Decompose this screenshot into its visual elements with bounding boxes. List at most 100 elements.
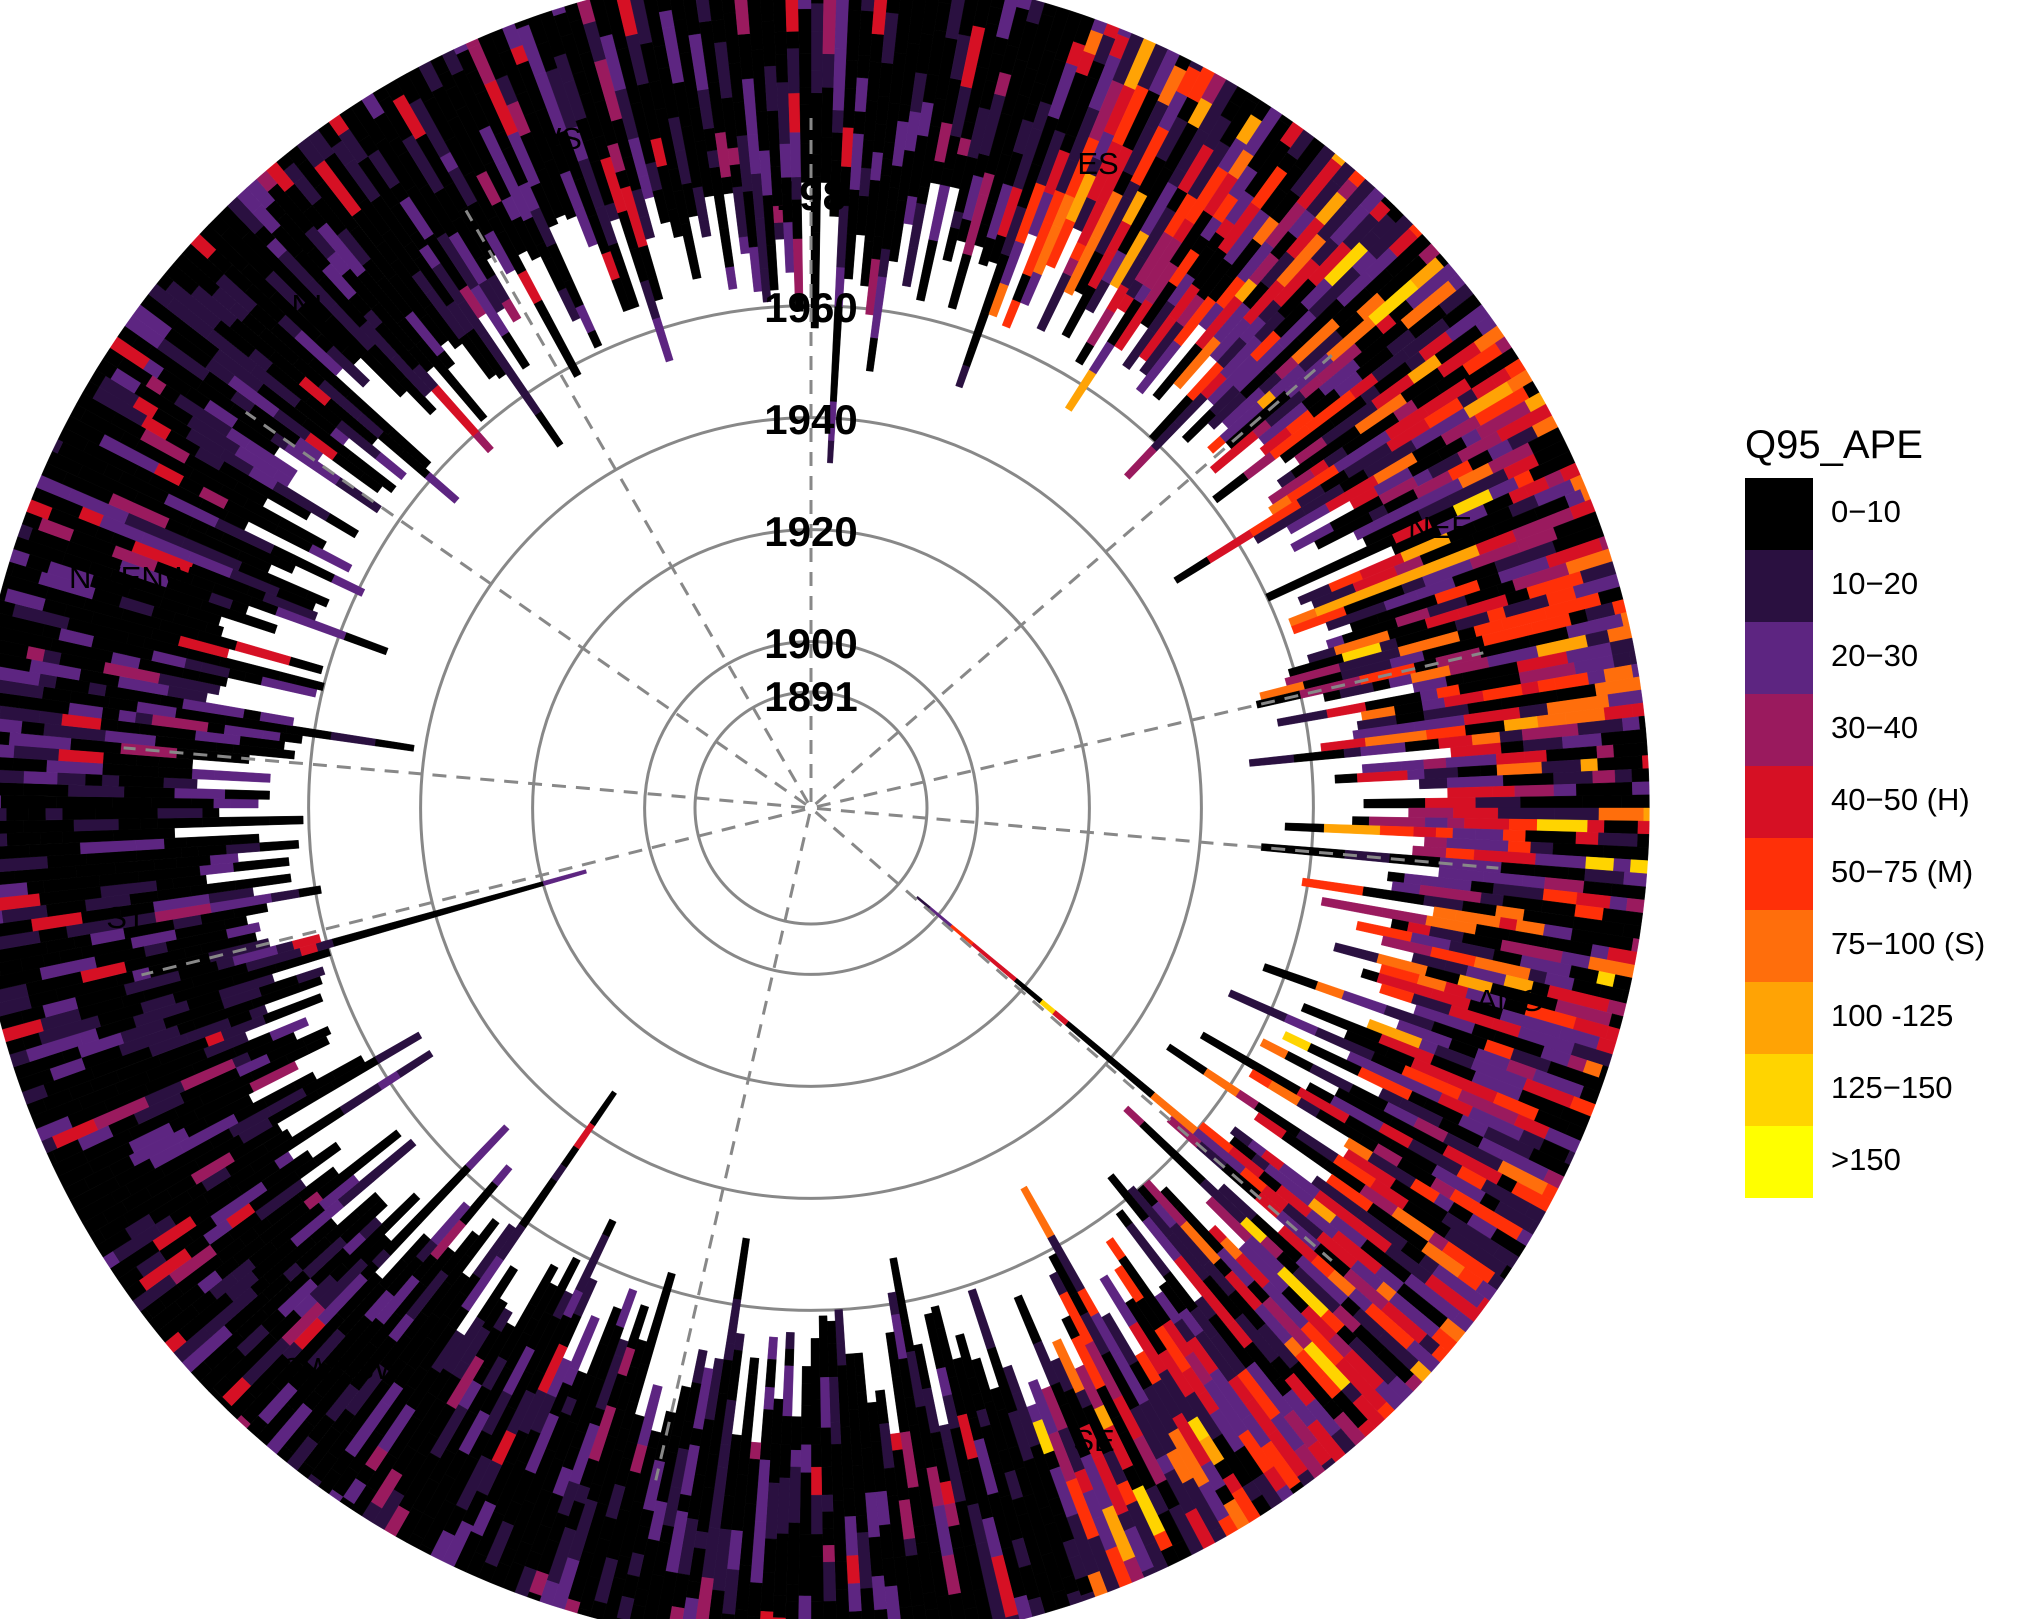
year-label-1891: 1891 (764, 673, 857, 720)
data-cell (414, 1184, 452, 1224)
data-cell (810, 92, 823, 155)
data-cell (801, 1405, 812, 1429)
sector-label-swesw: SWESW (283, 1351, 404, 1386)
data-cell (602, 1576, 626, 1619)
data-cell (26, 880, 45, 895)
data-cell (810, 1534, 824, 1558)
legend-swatch (1745, 694, 1813, 766)
overlay-layer (123, 118, 1499, 1481)
legend-swatch (1745, 838, 1813, 910)
data-cell (1541, 759, 1582, 774)
data-cell (1020, 1185, 1055, 1239)
data-cell (734, 1608, 749, 1619)
data-cell (56, 772, 86, 786)
data-cell (230, 833, 260, 845)
data-cell (653, 1271, 676, 1323)
data-cell (810, 2, 824, 32)
data-cell (0, 1010, 25, 1030)
sector-divider (816, 807, 1499, 870)
data-cell (1333, 942, 1380, 963)
data-cell (1464, 818, 1510, 831)
data-cell (708, 0, 725, 21)
data-cell (1386, 871, 1406, 884)
data-cell (1065, 1020, 1082, 1037)
data-cell (772, 1594, 787, 1619)
data-cell (1052, 1010, 1069, 1026)
data-cell (822, 0, 837, 55)
data-cell (786, 1522, 801, 1585)
data-cell (916, 239, 938, 302)
data-cell (1301, 877, 1365, 896)
data-cell (894, 0, 914, 55)
data-cell (885, 0, 901, 14)
data-cell (1384, 761, 1403, 773)
sector-label-es: ES (1077, 146, 1118, 181)
data-cell (743, 1373, 758, 1420)
data-cell (1013, 1594, 1033, 1619)
data-cell (1613, 741, 1648, 758)
data-cell (1282, 1031, 1312, 1052)
data-cell (1631, 781, 1650, 796)
data-cell (0, 692, 21, 709)
data-cell (822, 1561, 837, 1602)
data-cell (22, 819, 75, 834)
data-cell (1005, 1614, 1020, 1619)
data-cell (971, 942, 1018, 982)
data-cell (1514, 784, 1555, 798)
data-cell (1500, 740, 1525, 754)
data-cell (810, 1494, 823, 1535)
data-cell (1036, 272, 1072, 332)
data-cell (789, 131, 802, 178)
data-cell (1408, 807, 1454, 819)
data-cell (856, 54, 871, 79)
data-cell (835, 1589, 850, 1619)
data-cell (785, 1600, 799, 1619)
data-cell (798, 53, 812, 88)
data-cell (725, 266, 738, 290)
data-cell (1603, 820, 1639, 835)
data-cell (831, 109, 845, 134)
data-cell (774, 31, 788, 55)
data-cell (928, 184, 951, 242)
data-cell (325, 513, 360, 539)
data-cell (790, 1449, 802, 1468)
data-cell (821, 87, 834, 139)
data-cell (616, 0, 639, 37)
legend-swatch (1745, 622, 1813, 694)
data-cell (1641, 755, 1649, 770)
data-cell (1199, 1031, 1248, 1064)
data-cell (1352, 816, 1370, 826)
data-cell (234, 873, 292, 891)
data-cell (855, 1515, 869, 1534)
data-cell (1166, 1043, 1208, 1075)
data-cell (518, 1177, 558, 1229)
sector-divider (123, 746, 806, 809)
data-cell (630, 0, 653, 45)
data-cell (0, 820, 24, 834)
data-cell (799, 1472, 812, 1535)
data-cell (1523, 749, 1548, 764)
data-cell (759, 0, 775, 22)
data-cell (1260, 843, 1313, 856)
data-cell (5, 807, 29, 821)
data-cell (831, 132, 844, 161)
data-cell (269, 815, 304, 826)
data-cell (377, 1070, 401, 1091)
data-cell (801, 1382, 812, 1406)
sector-divider (141, 807, 806, 977)
data-cell (798, 1595, 812, 1619)
data-cell (297, 885, 322, 898)
data-cell (899, 1606, 914, 1619)
data-cell (956, 252, 972, 278)
data-cell (0, 870, 16, 885)
data-cell (1435, 827, 1454, 839)
data-cell (1423, 767, 1459, 780)
data-cell (719, 227, 735, 268)
data-cell (0, 930, 41, 950)
year-label-1940: 1940 (764, 396, 857, 443)
data-cell (140, 818, 158, 830)
data-cell (810, 1338, 821, 1401)
data-cell (1587, 819, 1605, 834)
data-cell (801, 1366, 812, 1384)
data-cell (1495, 751, 1526, 766)
